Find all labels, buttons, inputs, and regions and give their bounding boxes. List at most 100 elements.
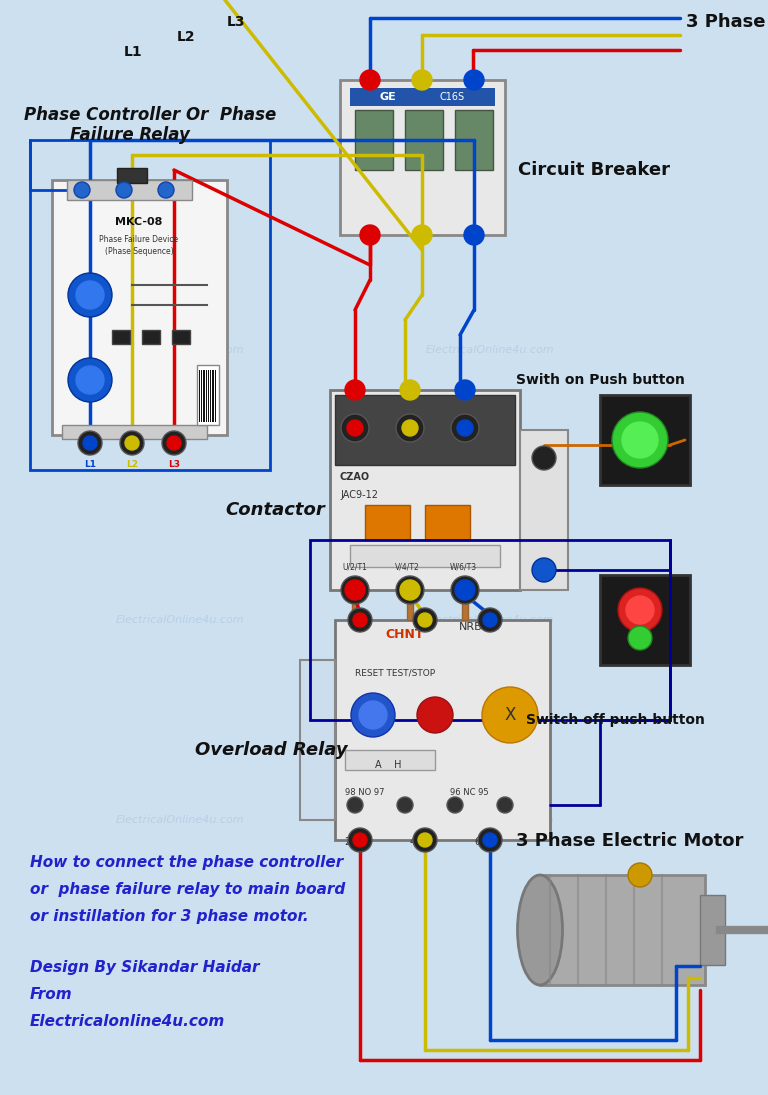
Circle shape <box>68 273 112 316</box>
Bar <box>52 180 227 435</box>
Circle shape <box>478 828 502 852</box>
Bar <box>405 110 443 170</box>
Circle shape <box>125 436 139 450</box>
Text: Circuit Breaker: Circuit Breaker <box>518 161 670 178</box>
Circle shape <box>478 608 502 632</box>
Text: 6/T3: 6/T3 <box>475 837 495 848</box>
Bar <box>199 370 200 422</box>
Circle shape <box>457 420 473 436</box>
Bar <box>30 140 270 470</box>
Circle shape <box>464 70 484 90</box>
Text: A    H: A H <box>375 760 402 770</box>
Circle shape <box>413 608 437 632</box>
Bar <box>197 365 219 425</box>
Text: Design By Sikandar Haidar: Design By Sikandar Haidar <box>30 960 260 975</box>
Text: L2: L2 <box>126 460 138 469</box>
Bar <box>352 590 358 620</box>
Text: Electricalonline4u.com: Electricalonline4u.com <box>30 1014 225 1029</box>
Circle shape <box>78 431 102 456</box>
Circle shape <box>347 583 363 598</box>
Circle shape <box>116 182 132 198</box>
Text: V/4/T2: V/4/T2 <box>395 563 420 572</box>
Text: ElectricalOnline4u.com: ElectricalOnline4u.com <box>116 345 244 355</box>
Circle shape <box>396 414 424 442</box>
Circle shape <box>167 436 181 450</box>
Circle shape <box>532 446 556 470</box>
Bar <box>330 390 520 590</box>
Ellipse shape <box>518 875 562 986</box>
Circle shape <box>397 797 413 812</box>
Circle shape <box>417 698 453 733</box>
Bar <box>67 180 192 200</box>
Bar <box>600 575 690 665</box>
Circle shape <box>497 797 513 812</box>
Bar <box>206 370 207 422</box>
Bar <box>350 545 500 567</box>
Circle shape <box>348 608 372 632</box>
Text: Contactor: Contactor <box>225 502 325 519</box>
Text: L2: L2 <box>177 30 195 44</box>
Bar <box>117 168 147 183</box>
Text: X: X <box>505 706 515 724</box>
Bar <box>204 370 205 422</box>
Circle shape <box>418 613 432 627</box>
Circle shape <box>360 70 380 90</box>
Bar <box>540 875 705 986</box>
Text: or instillation for 3 phase motor.: or instillation for 3 phase motor. <box>30 909 309 924</box>
Circle shape <box>162 431 186 456</box>
Text: JAC9-12: JAC9-12 <box>340 489 378 500</box>
Circle shape <box>76 366 104 394</box>
Text: W/6/T3: W/6/T3 <box>450 563 477 572</box>
Bar <box>425 505 470 540</box>
Bar <box>300 660 335 820</box>
Circle shape <box>451 414 479 442</box>
Text: 98 NO 97: 98 NO 97 <box>345 788 385 797</box>
Text: Failure Relay: Failure Relay <box>70 126 190 145</box>
Bar <box>700 895 725 965</box>
Circle shape <box>413 828 437 852</box>
Text: 2/T1: 2/T1 <box>344 837 366 848</box>
Circle shape <box>412 224 432 245</box>
Circle shape <box>120 431 144 456</box>
Bar <box>212 370 213 422</box>
Bar <box>215 370 217 422</box>
Bar <box>142 330 160 344</box>
Circle shape <box>341 414 369 442</box>
Bar <box>310 540 670 721</box>
Bar <box>335 620 550 840</box>
Circle shape <box>464 224 484 245</box>
Text: From: From <box>30 987 73 1002</box>
Circle shape <box>618 588 662 632</box>
Circle shape <box>359 701 387 729</box>
Text: L3: L3 <box>227 15 245 28</box>
Bar <box>112 330 130 344</box>
Text: How to connect the phase controller: How to connect the phase controller <box>30 855 343 871</box>
Bar <box>208 370 209 422</box>
Circle shape <box>483 833 497 848</box>
Text: L3: L3 <box>168 460 180 469</box>
Circle shape <box>347 420 363 436</box>
Text: or  phase failure relay to main board: or phase failure relay to main board <box>30 881 346 897</box>
Text: ElectricalOnline4u.com: ElectricalOnline4u.com <box>425 615 554 625</box>
Circle shape <box>612 412 668 468</box>
Circle shape <box>622 422 658 458</box>
Circle shape <box>455 580 475 600</box>
Circle shape <box>483 613 497 627</box>
Circle shape <box>158 182 174 198</box>
Bar <box>455 110 493 170</box>
Text: GE: GE <box>380 92 397 102</box>
Text: CHNT: CHNT <box>386 629 424 641</box>
Text: Phase Failure Device: Phase Failure Device <box>99 235 179 244</box>
Bar <box>345 750 435 770</box>
Text: ElectricalOnline4u.com: ElectricalOnline4u.com <box>425 815 554 825</box>
Text: 96 NC 95: 96 NC 95 <box>450 788 488 797</box>
Bar <box>203 370 204 422</box>
Circle shape <box>418 833 432 848</box>
Bar <box>520 430 568 590</box>
Text: MKC-08: MKC-08 <box>115 217 163 227</box>
Circle shape <box>76 281 104 309</box>
Text: Phase Controller Or  Phase: Phase Controller Or Phase <box>24 106 276 124</box>
Circle shape <box>345 380 365 400</box>
Text: Switch off push button: Switch off push button <box>525 713 704 727</box>
Bar <box>462 590 468 620</box>
